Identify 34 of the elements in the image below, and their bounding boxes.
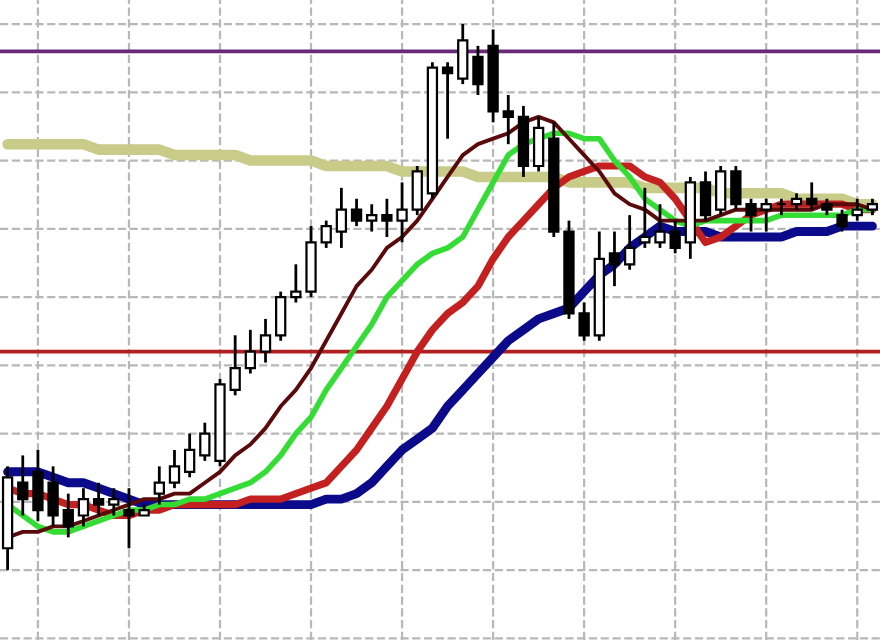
candlestick	[715, 164, 727, 217]
candlestick	[699, 170, 712, 222]
candlestick	[502, 93, 514, 146]
candlestick	[411, 164, 423, 217]
candlestick	[806, 181, 818, 212]
candlestick	[441, 60, 454, 141]
candlestick	[851, 197, 863, 222]
candlestick	[760, 197, 772, 233]
candlestick	[775, 197, 788, 217]
candlestick	[639, 186, 651, 250]
candlestick	[275, 290, 287, 343]
candlestick	[259, 317, 272, 364]
candlestick	[654, 202, 666, 250]
candlestick	[92, 481, 105, 517]
candlestick	[183, 432, 196, 479]
candlestick	[168, 448, 181, 490]
candlestick	[608, 230, 621, 288]
candlestick	[229, 333, 241, 397]
candlestick	[836, 208, 848, 233]
candlestick	[17, 454, 29, 517]
candlestick	[77, 486, 90, 528]
candlestick	[335, 186, 348, 250]
candlestick	[623, 213, 636, 272]
candlestick	[532, 115, 545, 173]
candlestick	[669, 219, 681, 255]
candlestick	[108, 486, 120, 517]
candlestick	[244, 328, 257, 375]
candlestick	[199, 421, 211, 463]
candlestick	[153, 464, 165, 506]
candlestick	[320, 219, 332, 250]
candlestick	[366, 202, 378, 233]
candlestick	[350, 197, 363, 228]
candlestick	[457, 22, 469, 86]
candlestick	[62, 492, 74, 539]
